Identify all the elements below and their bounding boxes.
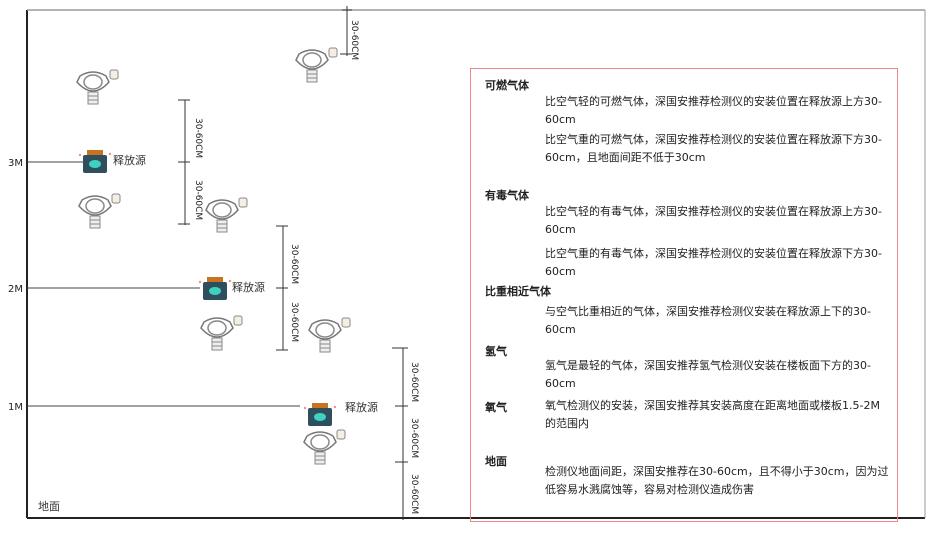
dimension-labels: 30-60CM 30-60CM 30-60CM 30-60CM 30-60CM … (193, 20, 419, 514)
section-title: 氢气 (485, 345, 507, 358)
detector-icon (303, 429, 346, 465)
release-source-icon (78, 150, 112, 173)
section-text: 比空气轻的可燃气体，深国安推荐检测仪的安装位置在释放源上方30-60cm (545, 95, 882, 126)
detector-icon (78, 193, 121, 229)
release-source-icon (198, 277, 232, 300)
svg-text:30-60CM: 30-60CM (409, 474, 419, 514)
release-source-label: 释放源 (113, 153, 146, 167)
detector-icon (295, 47, 338, 83)
release-source-icon (303, 403, 337, 426)
detector-icon (200, 315, 243, 351)
section-title: 氧气 (485, 401, 507, 414)
section-text: 氢气是最轻的气体，深国安推荐氢气检测仪安装在楼板面下方的30-60cm (545, 359, 871, 390)
section-title: 有毒气体 (485, 189, 529, 202)
section-title: 地面 (485, 455, 507, 468)
detector-icon (308, 317, 351, 353)
detector-icon (205, 197, 248, 233)
section-text: 比空气轻的有毒气体，深国安推荐检测仪的安装位置在释放源上方30-60cm (545, 205, 882, 236)
release-source-label: 释放源 (232, 280, 265, 294)
section-text: 比空气重的有毒气体，深国安推荐检测仪的安装位置在释放源下方30-60cm (545, 247, 882, 278)
level-3m: 3M (8, 158, 23, 169)
section-text: 氧气检测仪的安装，深国安推荐其安装高度在距离地面或楼板1.5-2M的范围内 (545, 399, 880, 430)
svg-text:30-60CM: 30-60CM (409, 418, 419, 458)
level-1m: 1M (8, 402, 23, 413)
section-text: 与空气比重相近的气体，深国安推荐检测仪安装在释放源上下的30-60cm (545, 305, 871, 336)
ground-label: 地面 (38, 500, 60, 513)
section-text: 检测仪地面间距，深国安推荐在30-60cm，且不得小于30cm，因为过低容易水溅… (545, 465, 889, 496)
svg-text:30-60CM: 30-60CM (409, 362, 419, 402)
svg-text:30-60CM: 30-60CM (289, 302, 299, 342)
section-title: 比重相近气体 (485, 285, 551, 298)
svg-text:30-60CM: 30-60CM (289, 244, 299, 284)
release-source-label: 释放源 (345, 400, 378, 414)
dimension-lines (178, 6, 408, 520)
svg-text:30-60CM: 30-60CM (349, 20, 359, 60)
section-text: 比空气重的可燃气体，深国安推荐检测仪的安装位置在释放源下方30-60cm，且地面… (545, 133, 882, 164)
svg-text:30-60CM: 30-60CM (193, 180, 203, 220)
level-2m: 2M (8, 284, 23, 295)
svg-text:30-60CM: 30-60CM (193, 118, 203, 158)
explanation-panel: 可燃气体 比空气轻的可燃气体，深国安推荐检测仪的安装位置在释放源上方30-60c… (470, 68, 898, 522)
section-title: 可燃气体 (485, 79, 529, 92)
detector-icon (76, 69, 119, 105)
